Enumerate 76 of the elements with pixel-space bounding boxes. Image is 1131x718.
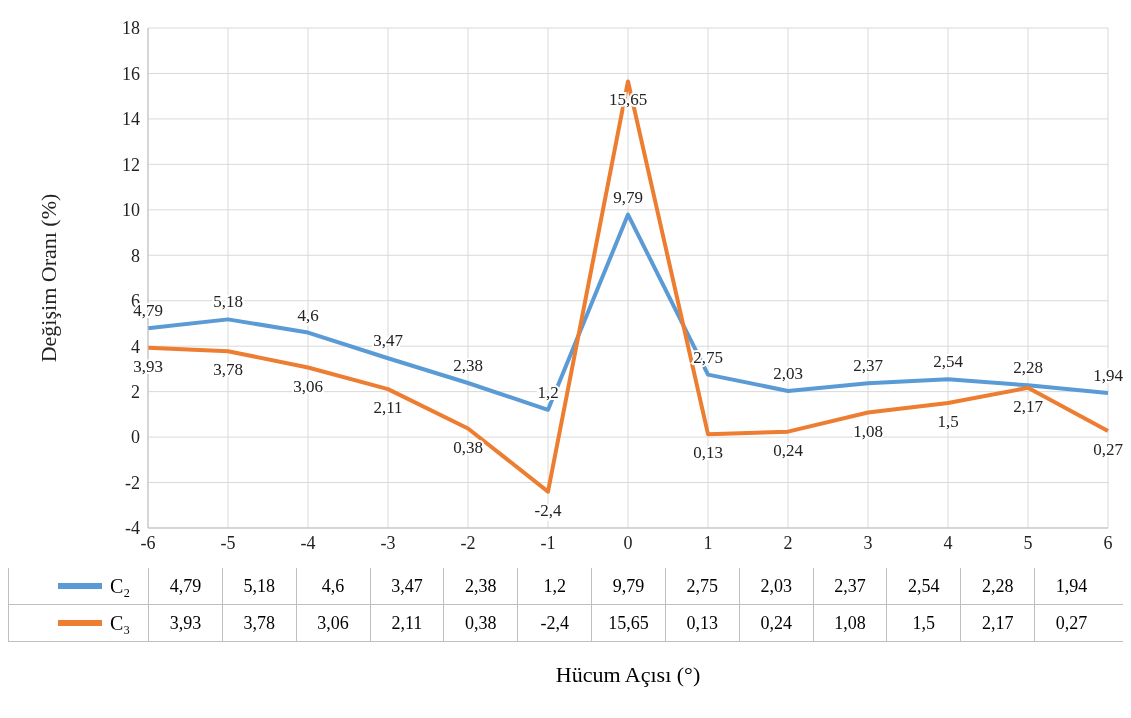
text: 9,79 xyxy=(613,187,643,207)
x-tick-label: -6 xyxy=(140,532,156,553)
text: 2,37 xyxy=(853,356,883,376)
data-label: 2,03 xyxy=(738,568,813,604)
x-tick-label: -3 xyxy=(380,532,396,553)
data-label: 1,08 xyxy=(812,605,887,641)
legend-label: C₂ xyxy=(110,574,132,598)
data-label: 2,75 xyxy=(664,568,739,604)
data-label: 1,94 xyxy=(1034,568,1108,604)
text: 3,06 xyxy=(293,376,323,396)
y-tick-label: 0 xyxy=(131,427,140,448)
y-tick-label: 16 xyxy=(122,63,140,84)
data-label: 2,38 xyxy=(443,568,518,604)
data-label: 15,65 xyxy=(591,605,665,641)
data-label: 4,6 xyxy=(295,568,370,604)
y-tick-label: 8 xyxy=(131,245,140,266)
data-label: 3,06 xyxy=(295,605,370,641)
x-tick-label: 1 xyxy=(703,532,713,553)
data-label: 3,93 xyxy=(148,605,222,641)
x-axis-title: Hücum Açısı (°) xyxy=(554,662,702,688)
text: 0,38 xyxy=(453,437,483,457)
data-label: 2,28 xyxy=(960,568,1035,604)
y-tick-label: 2 xyxy=(131,382,140,403)
data-label: 9,79 xyxy=(591,568,665,604)
text: 3,78 xyxy=(213,360,243,380)
data-label: 3,47 xyxy=(369,568,444,604)
legend-label: C₃ xyxy=(110,611,132,635)
y-tick-label: 4 xyxy=(131,336,140,357)
text: 0,13 xyxy=(693,443,723,463)
text: -2,4 xyxy=(534,500,562,520)
text: 2,38 xyxy=(453,356,483,375)
data-label: 0,24 xyxy=(738,605,813,641)
text: 1,08 xyxy=(853,421,883,441)
text: 2,17 xyxy=(1013,396,1043,416)
data-label: 2,54 xyxy=(886,568,961,604)
text: 2,11 xyxy=(373,398,403,418)
x-tick-label: 3 xyxy=(863,532,873,553)
text: 4,6 xyxy=(297,305,319,325)
y-tick-label: 12 xyxy=(122,154,140,175)
text: 2,03 xyxy=(773,363,803,383)
y-tick-label: 18 xyxy=(122,18,140,39)
x-tick-label: -2 xyxy=(460,532,476,553)
text: 3,93 xyxy=(133,356,163,376)
x-tick-label: 4 xyxy=(943,532,953,553)
x-tick-label: 5 xyxy=(1023,532,1033,553)
data-label: 1,5 xyxy=(886,605,961,641)
text: 0,27 xyxy=(1093,440,1123,460)
text: 5,18 xyxy=(213,292,243,312)
data-label: 2,11 xyxy=(369,605,444,641)
text: 1,5 xyxy=(937,412,959,432)
text: 2,28 xyxy=(1013,358,1043,378)
text: 0,24 xyxy=(773,440,803,460)
x-tick-label: -4 xyxy=(300,532,316,553)
data-label: 0,27 xyxy=(1034,605,1108,641)
text: 3,47 xyxy=(373,331,403,351)
x-tick-label: 6 xyxy=(1103,532,1113,553)
x-tick-label: -5 xyxy=(220,532,236,553)
data-label: 2,37 xyxy=(812,568,887,604)
y-tick-label: 14 xyxy=(122,109,140,130)
y-tick-label: -2 xyxy=(125,472,140,493)
data-label: 4,79 xyxy=(148,568,222,604)
y-tick-label: -4 xyxy=(125,518,140,539)
text: 2,54 xyxy=(933,352,963,372)
data-label: 1,2 xyxy=(517,568,592,604)
data-label: 5,18 xyxy=(221,568,296,604)
x-tick-label: 0 xyxy=(623,532,633,553)
data-label: 0,13 xyxy=(664,605,739,641)
y-axis-title: Değişim Oranı (%) xyxy=(35,193,61,363)
y-tick-label: 10 xyxy=(122,200,140,221)
data-label: -2,4 xyxy=(517,605,592,641)
x-tick-label: -1 xyxy=(540,532,556,553)
text: 1,94 xyxy=(1093,366,1123,385)
data-label: 0,38 xyxy=(443,605,518,641)
x-tick-label: 2 xyxy=(783,532,793,553)
data-label: 3,78 xyxy=(221,605,296,641)
data-label: 2,17 xyxy=(960,605,1035,641)
